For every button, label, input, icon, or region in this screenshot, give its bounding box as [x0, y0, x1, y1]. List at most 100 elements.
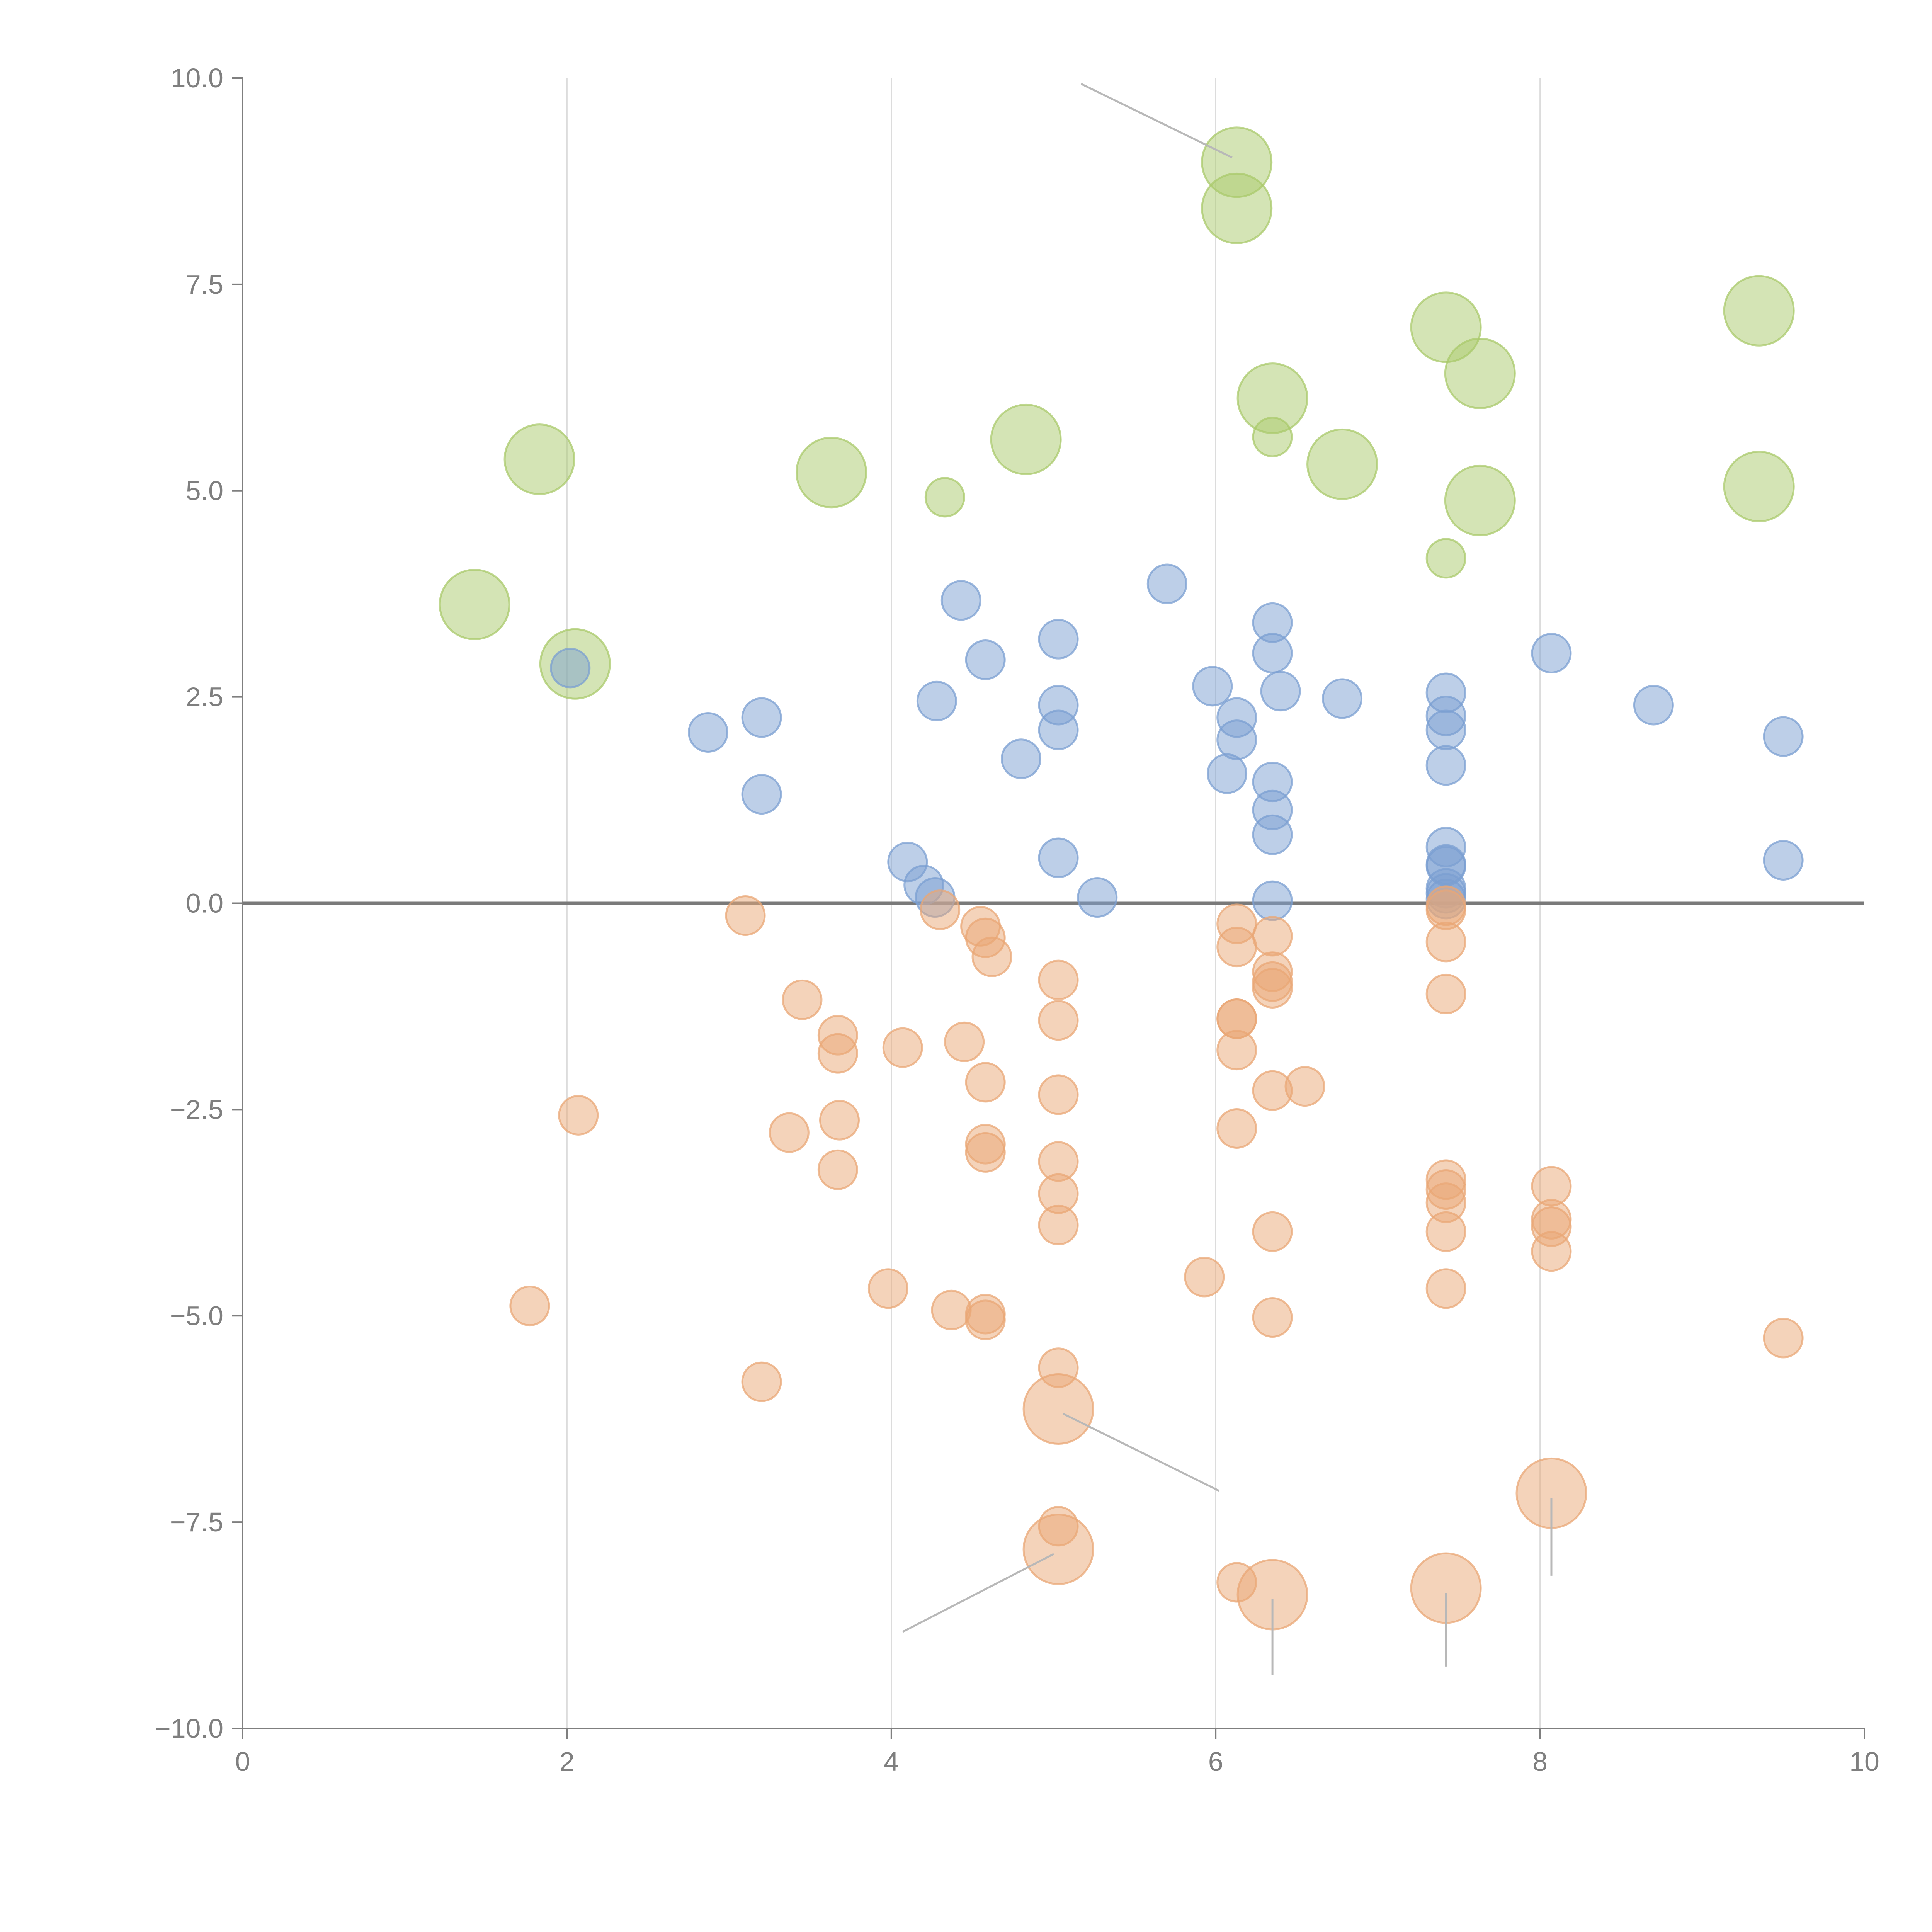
data-point-orange [1038, 1074, 1079, 1115]
y-tick-label: 10.0 [171, 63, 223, 93]
data-point-blue [1038, 837, 1079, 878]
data-point-orange [1425, 1211, 1466, 1252]
data-point-blue [1038, 709, 1079, 750]
data-point-blue [1322, 678, 1363, 719]
data-point-orange [819, 1100, 860, 1141]
data-point-blue [1207, 753, 1248, 794]
y-tick-label: 7.5 [186, 269, 223, 299]
x-tick-label: 10 [1849, 1747, 1879, 1777]
x-tick-label: 2 [560, 1747, 575, 1777]
x-tick-label: 8 [1532, 1747, 1548, 1777]
data-point-blue [1763, 840, 1804, 881]
data-point-green [1252, 417, 1293, 457]
data-points [439, 126, 1804, 1631]
data-point-blue [550, 648, 591, 689]
data-point-blue [940, 580, 981, 621]
data-point-green [796, 437, 867, 509]
data-point-orange [1531, 1231, 1572, 1272]
data-point-orange [965, 1062, 1006, 1103]
x-tick-label: 0 [235, 1747, 250, 1777]
data-point-orange [782, 979, 823, 1020]
data-point-orange [920, 889, 961, 930]
data-point-orange [1038, 1204, 1079, 1245]
data-point-orange [965, 1132, 1006, 1173]
data-point-blue [1252, 814, 1293, 855]
x-tick-label: 6 [1208, 1747, 1223, 1777]
leader-lines [902, 83, 1553, 1675]
data-point-orange [1022, 1514, 1094, 1585]
y-tick-label: −10.0 [155, 1713, 223, 1743]
y-tick-label: 2.5 [186, 682, 223, 712]
series-orange [509, 885, 1804, 1631]
data-point-blue [1252, 880, 1293, 921]
data-point-orange [1252, 1070, 1293, 1111]
data-point-orange [1425, 973, 1466, 1014]
data-point-blue [1763, 716, 1804, 757]
data-point-green [1723, 275, 1795, 347]
data-point-orange [725, 895, 766, 936]
data-point-blue [1192, 666, 1233, 707]
data-point-orange [1022, 1373, 1094, 1445]
data-point-blue [965, 639, 1006, 680]
data-point-green [1444, 338, 1516, 410]
data-point-orange [558, 1095, 599, 1136]
data-point-blue [1425, 745, 1466, 786]
data-point-orange [1184, 1257, 1225, 1298]
data-point-orange [931, 1289, 972, 1330]
leader-line [1080, 83, 1233, 159]
data-point-orange [1216, 1108, 1257, 1149]
data-point-orange [965, 1299, 1006, 1340]
data-point-blue [688, 712, 729, 753]
data-point-orange [1038, 959, 1079, 1000]
data-point-green [503, 423, 575, 495]
series-blue [550, 563, 1804, 921]
data-point-green [990, 403, 1062, 475]
data-point-blue [1425, 709, 1466, 750]
data-point-orange [1425, 1268, 1466, 1309]
data-point-green [1444, 464, 1516, 536]
data-point-orange [1763, 1318, 1804, 1359]
data-point-blue [741, 697, 782, 738]
y-tick-label: 0.0 [186, 888, 223, 918]
data-point-blue [1038, 619, 1079, 660]
data-point-blue [1260, 671, 1301, 712]
data-point-blue [916, 680, 957, 721]
axes [232, 77, 1865, 1739]
y-tick-label: 5.0 [186, 476, 223, 506]
data-point-green [439, 568, 510, 640]
data-point-blue [1146, 563, 1187, 604]
data-point-blue [1531, 633, 1572, 673]
data-point-orange [1252, 1297, 1293, 1338]
data-point-orange [1425, 922, 1466, 963]
y-tick-label: −2.5 [170, 1094, 223, 1124]
x-tick-label: 4 [884, 1747, 899, 1777]
data-point-green [1201, 172, 1273, 244]
data-point-blue [1633, 685, 1674, 726]
data-point-green [1723, 451, 1795, 522]
leader-line [902, 1553, 1054, 1633]
data-point-orange [1252, 1211, 1293, 1252]
data-point-orange [509, 1286, 550, 1327]
data-point-orange [1252, 916, 1293, 957]
leader-line [1062, 1413, 1219, 1492]
data-point-blue [1077, 877, 1118, 918]
data-point-blue [741, 774, 782, 815]
data-point-orange [817, 1149, 858, 1190]
data-point-green [924, 477, 965, 518]
y-tick-label: −7.5 [170, 1507, 223, 1537]
data-point-blue [1252, 633, 1293, 673]
data-point-orange [867, 1268, 908, 1309]
y-tick-label: −5.0 [170, 1301, 223, 1331]
data-point-orange [882, 1027, 923, 1068]
data-point-orange [1252, 968, 1293, 1009]
data-point-orange [741, 1361, 782, 1402]
data-point-blue [1216, 719, 1257, 760]
tick-labels: 0 2 4 6 8 10 10.0 7.5 5.0 2.5 0.0 −2.5 −5.0 −7.5 −10.0 [155, 63, 1879, 1777]
data-point-orange [971, 936, 1012, 977]
data-point-orange [1216, 1030, 1257, 1071]
data-point-blue [1001, 738, 1042, 779]
data-point-orange [944, 1021, 985, 1062]
data-point-green [1306, 428, 1378, 500]
